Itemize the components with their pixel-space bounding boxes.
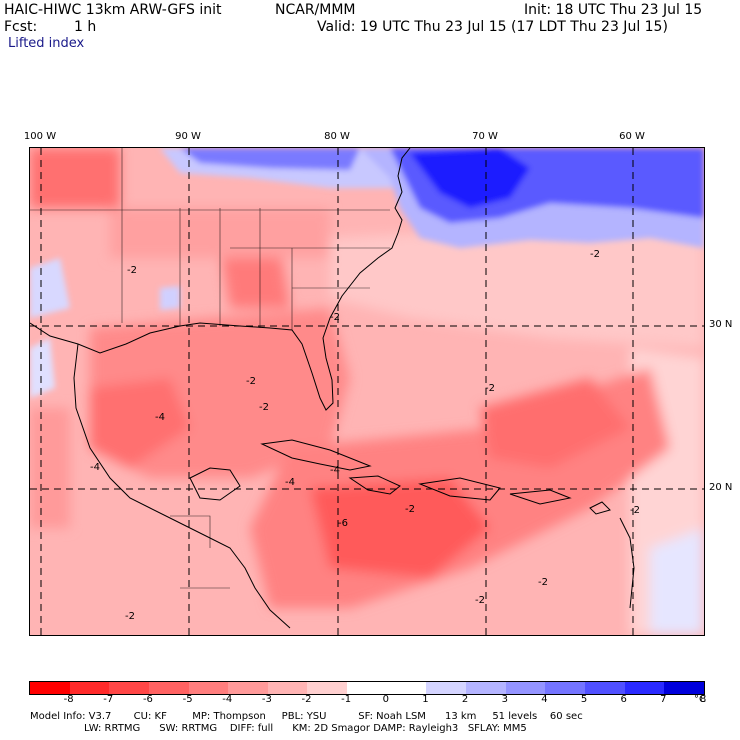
fcst-label: Fcst: [4, 19, 38, 35]
stable-region [30, 148, 704, 398]
colorbar-tick-label: 7 [660, 694, 667, 705]
colorbar-segment [30, 682, 70, 694]
colorbar-segment [347, 682, 387, 694]
model-info-line1: Model Info: V3.7 CU: KF MP: Thompson PBL… [30, 711, 583, 722]
colorbar-segment [188, 682, 229, 694]
colorbar-tick-label: -6 [142, 694, 153, 705]
colorbar-tick-label: 8 [699, 694, 707, 705]
lon-label: 80 W [324, 131, 350, 142]
colorbar-segment [307, 682, 348, 694]
colorbar-segment [505, 682, 546, 694]
lifted-index-map: -2 -2 -2 -2 -2 -2 -2 -2 -4 -4 -4 -4 -6 -… [29, 147, 705, 636]
valid-time: Valid: 19 UTC Thu 23 Jul 15 (17 LDT Thu … [317, 19, 668, 35]
colorbar-segment [69, 682, 110, 694]
colorbar-tick-label: 6 [620, 694, 627, 705]
contour-label: -2 [125, 611, 135, 622]
coastlines [30, 148, 635, 629]
contour-label: -2 [259, 402, 269, 413]
lon-label: 70 W [472, 131, 498, 142]
colorbar-tick-label: 3 [501, 694, 508, 705]
colorbar-segment [228, 682, 268, 694]
contour-label: -4 [285, 477, 295, 488]
borders [30, 148, 390, 589]
lat-lon-grid [30, 148, 704, 635]
colorbar-segment [466, 682, 506, 694]
init-time: Init: 18 UTC Thu 23 Jul 15 [524, 2, 703, 18]
contour-label: -2 [485, 383, 495, 394]
contour-label: -2 [590, 249, 600, 260]
colorbar-tick-label: -5 [182, 694, 193, 705]
contour-label: -2 [246, 376, 256, 387]
colorbar-tick-label: -7 [103, 694, 114, 705]
colorbar-segment [426, 682, 467, 694]
contour-label: -2 [127, 265, 137, 276]
field-name: Lifted index [8, 36, 85, 51]
center-label: NCAR/MMM [275, 2, 356, 18]
colorbar-segment [148, 682, 189, 694]
colorbar-tick-label: 0 [382, 694, 389, 705]
colorbar-tick-label: -1 [341, 694, 352, 705]
colorbar-segment [109, 682, 149, 694]
colorbar-tick-label: 1 [422, 694, 429, 705]
contour-label: -6 [338, 518, 348, 529]
fcst-value: 1 h [74, 19, 97, 35]
colorbar-tick-label: 5 [580, 694, 588, 705]
lat-label: 20 N [709, 482, 733, 493]
model-title: HAIC-HIWC 13km ARW-GFS init [4, 2, 222, 18]
contour-label: -2 [405, 504, 415, 515]
contour-label: -4 [155, 412, 165, 423]
field-shading [30, 148, 704, 635]
lon-label: 90 W [175, 131, 201, 142]
colorbar-segment [386, 682, 427, 694]
model-info-line2: LW: RRTMG SW: RRTMG DIFF: full KM: 2D Sm… [30, 723, 527, 734]
colorbar-segment [664, 682, 704, 694]
contour-label: -2 [630, 505, 640, 516]
colorbar-tick-label: 2 [461, 694, 469, 705]
contour-label: -4 [90, 462, 100, 473]
colorbar-segment [545, 682, 585, 694]
lon-label: 100 W [23, 131, 57, 142]
contour-label: -2 [330, 312, 340, 323]
contour-label: -2 [475, 595, 485, 606]
colorbar-segment [624, 682, 665, 694]
lon-label: 60 W [619, 131, 645, 142]
colorbar-tick-label: -2 [301, 694, 312, 705]
colorbar-tick-label: -8 [63, 694, 74, 705]
colorbar-segment [267, 682, 308, 694]
colorbar-tick-label: -3 [261, 694, 272, 705]
lat-label: 30 N [709, 319, 733, 330]
contour-label: -2 [538, 577, 548, 588]
map-canvas: -2 -2 -2 -2 -2 -2 -2 -2 -4 -4 -4 -4 -6 -… [30, 148, 704, 635]
contour-label: -4 [330, 465, 340, 476]
colorbar-tick-label: 4 [541, 694, 548, 705]
colorbar-segment [584, 682, 625, 694]
colorbar-tick-label: -4 [222, 694, 233, 705]
colorbar-unit: °C [694, 694, 706, 705]
colorbar [29, 681, 705, 695]
